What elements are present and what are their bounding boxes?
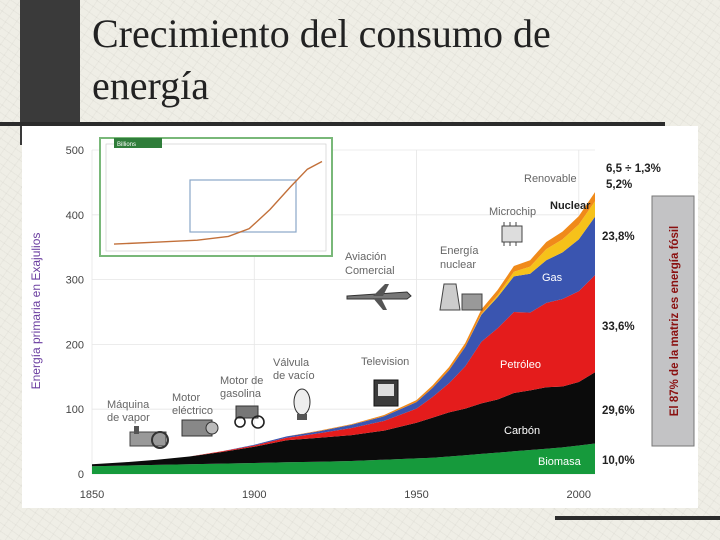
annotation-valvula-1: Válvula (273, 357, 310, 369)
annotation-television: Television (361, 356, 409, 368)
label-gas: Gas (542, 272, 563, 284)
area-petrleo (92, 275, 595, 465)
inset-series-line (113, 160, 323, 245)
nuclear-plant-icon (439, 283, 483, 311)
y-tick-label: 200 (66, 339, 84, 351)
label-carbon: Carbón (504, 425, 540, 437)
invention-annotations: Máquina de vapor Motor eléctrico Motor d… (107, 173, 577, 424)
y-axis-label: Energía primaria en Exajulios (29, 233, 43, 390)
steam-engine-icon (129, 426, 169, 449)
microchip-icon (501, 222, 523, 246)
title-divider (0, 122, 665, 126)
television-icon (373, 379, 399, 407)
share-nuclear: 5,2% (606, 179, 632, 191)
axes: 0 100 200 300 400 500 1850 1900 1950 2000 (66, 145, 591, 501)
annotation-motor-electrico-1: Motor (172, 392, 200, 404)
fossil-note: El 87% de la matriz es energía fósil (651, 195, 695, 447)
slide-title: Crecimiento del consumo de energía (92, 11, 551, 108)
y-tick-label: 100 (66, 404, 84, 416)
y-tick-label: 0 (78, 469, 84, 481)
inset-label: Billions (117, 142, 136, 148)
fossil-note-text: El 87% de la matriz es energía fósil (669, 226, 681, 416)
gasoline-car-icon (234, 405, 265, 429)
area-carbn (92, 372, 595, 467)
annotation-energia-nuclear-2: nuclear (440, 259, 476, 271)
label-biomasa: Biomasa (538, 456, 582, 468)
annotation-microchip: Microchip (489, 206, 536, 218)
area-biomasa (92, 443, 595, 474)
series-labels: Nuclear Gas Petróleo Carbón Biomasa (500, 200, 591, 468)
x-tick-label: 1850 (80, 489, 104, 501)
annotation-maquina-vapor-2: de vapor (107, 412, 150, 424)
y-tick-label: 500 (66, 145, 84, 157)
inset-highlight (189, 179, 297, 233)
share-renovable-nuclear: 6,5 ÷ 1,3% (606, 163, 661, 175)
annotation-energia-nuclear-1: Energía (440, 245, 479, 257)
chart-panel: 0 100 200 300 400 500 1850 1900 1950 2000 Energía… (22, 126, 698, 508)
footer-rule (555, 516, 720, 520)
share-carbon: 29,6% (602, 405, 635, 417)
airplane-icon (346, 284, 412, 310)
annotation-valvula-2: de vacío (273, 370, 315, 382)
vacuum-tube-icon (293, 388, 311, 420)
inset-chart: Billions (99, 137, 333, 257)
energy-area-chart: 0 100 200 300 400 500 1850 1900 1950 2000 Energía… (29, 137, 695, 501)
annotation-motor-gasolina-1: Motor de (220, 375, 263, 387)
y-tick-label: 300 (66, 275, 84, 287)
share-gas: 23,8% (602, 231, 635, 243)
electric-motor-icon (181, 419, 219, 437)
area-series (92, 192, 595, 474)
annotation-motor-gasolina-2: gasolina (220, 388, 262, 400)
annotation-aviacion-2: Comercial (345, 265, 395, 277)
share-labels: 6,5 ÷ 1,3% 5,2% 23,8% 33,6% 29,6% 10,0% (602, 163, 661, 467)
x-tick-label: 2000 (567, 489, 591, 501)
label-petroleo: Petróleo (500, 359, 541, 371)
annotation-aviacion-1: Aviación (345, 251, 386, 263)
annotation-motor-electrico-2: eléctrico (172, 405, 213, 417)
annotation-renovable: Renovable (524, 173, 577, 185)
share-biomasa: 10,0% (602, 455, 635, 467)
y-tick-label: 400 (66, 210, 84, 222)
x-tick-label: 1950 (404, 489, 428, 501)
label-nuclear: Nuclear (550, 200, 591, 212)
x-tick-label: 1900 (242, 489, 266, 501)
share-petroleo: 33,6% (602, 321, 635, 333)
left-accent-bar (20, 0, 80, 145)
annotation-maquina-vapor-1: Máquina (107, 399, 150, 411)
